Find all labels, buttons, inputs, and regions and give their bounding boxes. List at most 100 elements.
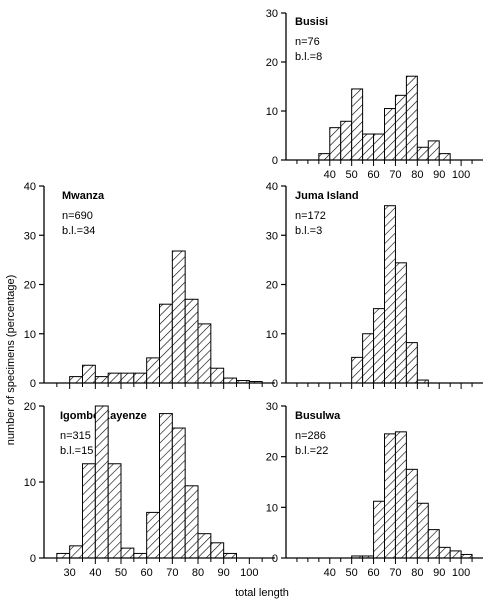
x-tick-label: 70: [389, 567, 401, 579]
histogram-bar: [120, 547, 135, 559]
panel-busisi: Busisi n=76 b.l.=8 0 10 20 30 40 50 60 70 80 90 10…: [266, 8, 483, 181]
histogram-bar: [394, 262, 407, 384]
histogram-bar: [351, 356, 364, 384]
x-tick-label: 90: [433, 169, 445, 181]
histogram-bar: [373, 133, 385, 161]
x-tick-label: 80: [411, 567, 423, 579]
y-tick-label: 20: [24, 280, 36, 292]
x-tick-label: 40: [324, 169, 336, 181]
x-tick-label: 30: [64, 567, 76, 579]
panel-title: Busisi: [295, 16, 328, 28]
histogram-bar: [340, 120, 353, 161]
panel-mwanza: Mwanza n=690 b.l.=34 0 10 20 30 40: [24, 181, 275, 390]
histogram-bar: [427, 140, 440, 161]
panel-body-length: b.l.=34: [62, 225, 95, 237]
histogram-bar: [171, 427, 186, 559]
histogram-bar: [223, 552, 238, 559]
x-tick-label: 70: [166, 567, 178, 579]
panel-body-length: b.l.=22: [295, 445, 328, 457]
histogram-bar: [82, 463, 96, 559]
histogram-bar: [159, 413, 173, 559]
y-tick-label: 10: [24, 329, 36, 341]
histogram-bar: [107, 372, 122, 384]
x-tick-label: 80: [192, 567, 204, 579]
x-tick-label: 90: [218, 567, 230, 579]
histogram-bar: [69, 376, 83, 384]
histogram-bar: [373, 500, 385, 559]
histogram-bar: [362, 133, 375, 161]
histogram-bar: [146, 357, 161, 384]
histogram-bar: [133, 552, 148, 559]
histogram-bar: [438, 546, 451, 559]
x-tick-label: 50: [346, 169, 358, 181]
histogram-bar: [318, 153, 331, 161]
histogram-bar: [120, 372, 135, 384]
histogram-bar: [405, 468, 418, 559]
y-tick-label: 10: [266, 329, 278, 341]
y-tick-label: 30: [266, 401, 278, 413]
histogram-bar: [197, 323, 212, 384]
x-tick-label: 50: [346, 567, 358, 579]
histogram-bar: [351, 88, 364, 161]
x-tick-label: 40: [89, 567, 101, 579]
histogram-bar: [56, 552, 71, 559]
y-tick-label: 0: [272, 155, 278, 167]
y-tick-label: 0: [30, 553, 36, 565]
y-tick-label: 30: [24, 230, 36, 242]
x-tick-label: 80: [411, 169, 423, 181]
histogram-bar: [184, 298, 199, 384]
histogram-bar: [384, 433, 396, 559]
y-axis-title: number of specimens (percentage): [5, 275, 17, 446]
histogram-bar: [384, 108, 396, 161]
x-tick-label: 100: [240, 567, 258, 579]
histogram-bar: [159, 303, 173, 384]
y-tick-label: 40: [24, 181, 36, 193]
y-tick-label: 40: [266, 181, 278, 193]
histogram-bar: [427, 529, 440, 559]
x-tick-label: 40: [324, 567, 336, 579]
histogram-bar: [438, 153, 451, 161]
histogram-bar: [449, 550, 462, 559]
histogram-bar: [405, 342, 418, 384]
histogram-bar: [197, 533, 212, 559]
x-tick-label: 90: [433, 567, 445, 579]
histogram-bar: [210, 542, 225, 559]
panel-body-length: b.l.=15: [60, 445, 93, 457]
histogram-bar: [210, 367, 225, 384]
y-tick-label: 20: [24, 401, 36, 413]
histogram-bar: [373, 308, 385, 384]
x-axis-title: total length: [235, 587, 289, 599]
histogram-bar: [82, 364, 96, 384]
histogram-bar: [405, 75, 418, 161]
x-tick-label: 60: [367, 567, 379, 579]
x-tick-label: 60: [141, 567, 153, 579]
x-tick-label: 60: [367, 169, 379, 181]
x-tick-label: 100: [452, 567, 470, 579]
panel-sample-size: n=690: [62, 210, 93, 222]
histogram-bar: [384, 205, 396, 384]
y-tick-label: 10: [266, 106, 278, 118]
histogram-bar: [223, 377, 238, 384]
histogram-bar: [394, 431, 407, 559]
histogram-bar: [329, 127, 342, 161]
histogram-bar: [184, 485, 199, 559]
y-tick-label: 10: [24, 477, 36, 489]
y-tick-label: 20: [266, 452, 278, 464]
histogram-bar: [107, 463, 122, 559]
panel-title: Mwanza: [62, 190, 105, 202]
y-tick-label: 30: [266, 8, 278, 20]
histogram-bar: [69, 545, 83, 559]
y-tick-label: 30: [266, 230, 278, 242]
y-tick-label: 0: [30, 378, 36, 390]
y-tick-label: 0: [272, 553, 278, 565]
x-tick-label: 100: [452, 169, 470, 181]
histogram-bar: [146, 511, 161, 559]
x-tick-label: 70: [389, 169, 401, 181]
panel-busulwa: Busulwa n=286 b.l.=22 0 10 20 30 40 50 60 70 80 9…: [266, 401, 483, 579]
panel-sample-size: n=315: [60, 430, 91, 442]
panel-juma-island: Juma Island n=172 b.l.=3 0 10 20 30 40: [266, 181, 483, 390]
histogram-bar: [94, 405, 109, 559]
panel-sample-size: n=172: [295, 210, 326, 222]
histogram-bar: [133, 372, 148, 384]
